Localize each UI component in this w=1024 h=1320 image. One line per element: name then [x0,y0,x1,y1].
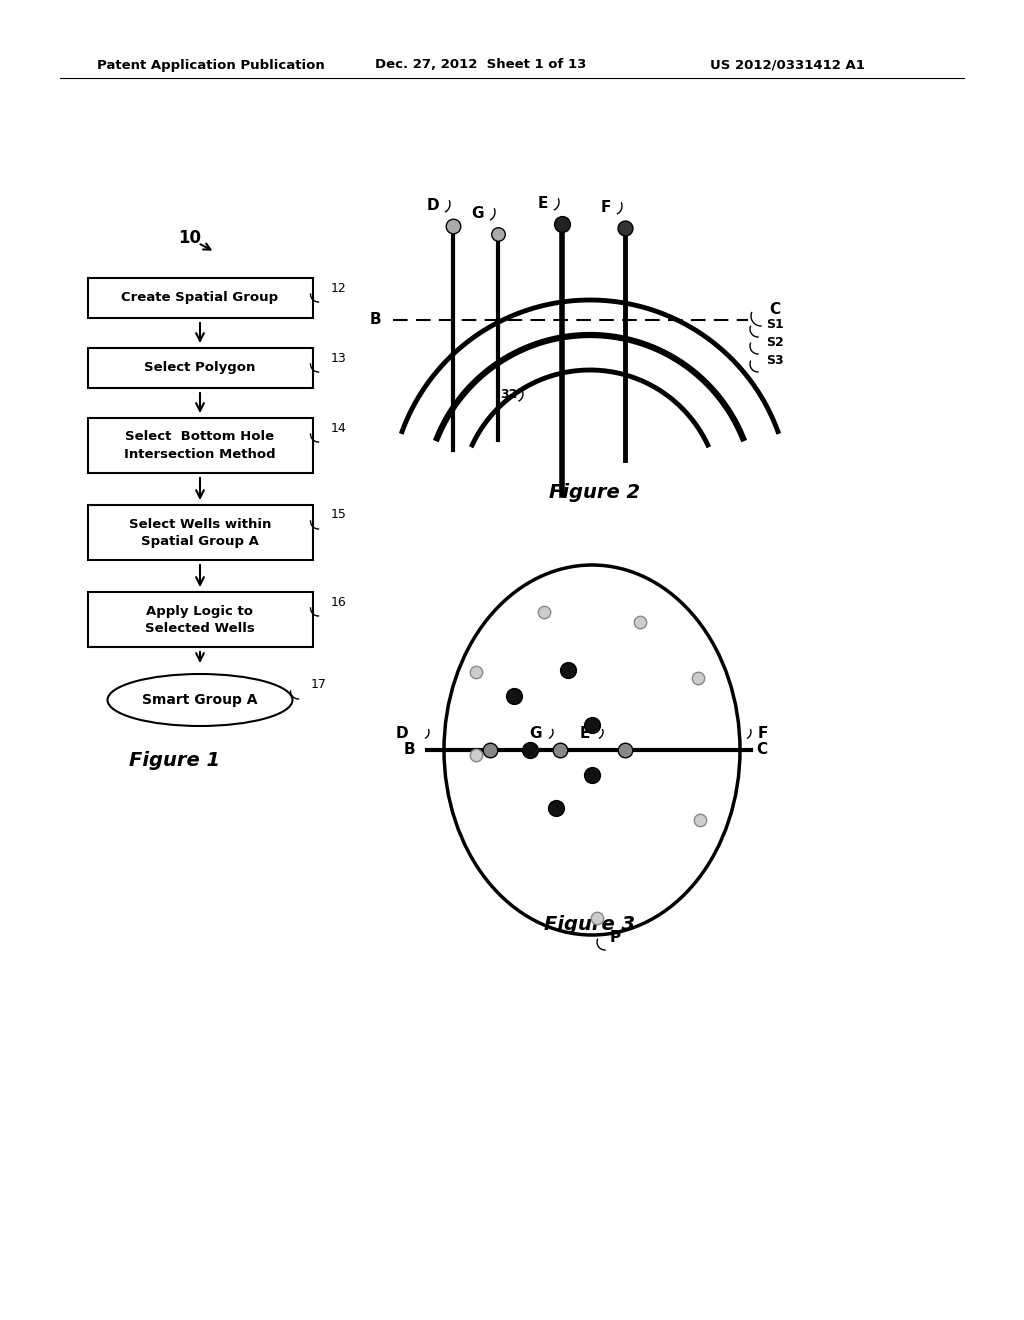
Point [482,739,499,760]
Text: B: B [403,742,415,758]
Text: US 2012/0331412 A1: US 2012/0331412 A1 [710,58,865,71]
Ellipse shape [108,675,293,726]
Point [489,223,506,244]
Text: Figure 2: Figure 2 [550,483,641,503]
Point [692,809,709,830]
Point [468,661,484,682]
Point [554,214,570,235]
Text: G: G [529,726,543,741]
Text: 16: 16 [331,595,346,609]
Text: 10: 10 [178,228,201,247]
Point [560,660,577,681]
FancyBboxPatch shape [87,591,312,647]
Text: B: B [370,313,381,327]
Point [468,744,484,766]
Point [616,739,633,760]
Text: 32: 32 [500,388,517,401]
Text: 12: 12 [331,281,346,294]
Text: Select  Bottom Hole
Intersection Method: Select Bottom Hole Intersection Method [124,430,275,461]
Point [584,714,600,735]
Text: 13: 13 [331,351,346,364]
Text: Select Wells within
Spatial Group A: Select Wells within Spatial Group A [129,517,271,548]
Point [616,218,633,239]
Point [522,739,539,760]
FancyBboxPatch shape [87,418,312,473]
Text: P: P [610,929,622,945]
FancyBboxPatch shape [87,348,312,388]
Point [589,907,605,928]
Point [584,764,600,785]
Text: 17: 17 [310,678,327,692]
FancyBboxPatch shape [87,279,312,318]
Text: S3: S3 [766,354,783,367]
Point [506,685,522,706]
Text: Select Polygon: Select Polygon [144,362,256,375]
Text: D: D [426,198,439,213]
Text: S1: S1 [766,318,783,331]
Text: Smart Group A: Smart Group A [142,693,258,708]
Text: E: E [580,726,590,741]
Text: Patent Application Publication: Patent Application Publication [97,58,325,71]
Ellipse shape [444,565,740,935]
Point [444,215,461,236]
Text: Figure 1: Figure 1 [129,751,220,770]
FancyBboxPatch shape [87,506,312,560]
Text: D: D [395,726,408,741]
Text: F: F [758,726,768,741]
Text: F: F [601,199,611,214]
Text: Create Spatial Group: Create Spatial Group [122,292,279,305]
Text: G: G [471,206,484,220]
Point [690,668,707,689]
Text: E: E [538,195,548,210]
Text: C: C [756,742,767,758]
Point [552,739,568,760]
Text: 14: 14 [331,421,346,434]
Text: S2: S2 [766,335,783,348]
Text: Apply Logic to
Selected Wells: Apply Logic to Selected Wells [145,605,255,635]
Text: Dec. 27, 2012  Sheet 1 of 13: Dec. 27, 2012 Sheet 1 of 13 [375,58,587,71]
Text: 15: 15 [331,508,346,521]
Point [536,602,552,623]
Point [548,797,564,818]
Text: Figure 3: Figure 3 [545,916,636,935]
Text: C: C [769,302,780,318]
Point [632,611,648,632]
